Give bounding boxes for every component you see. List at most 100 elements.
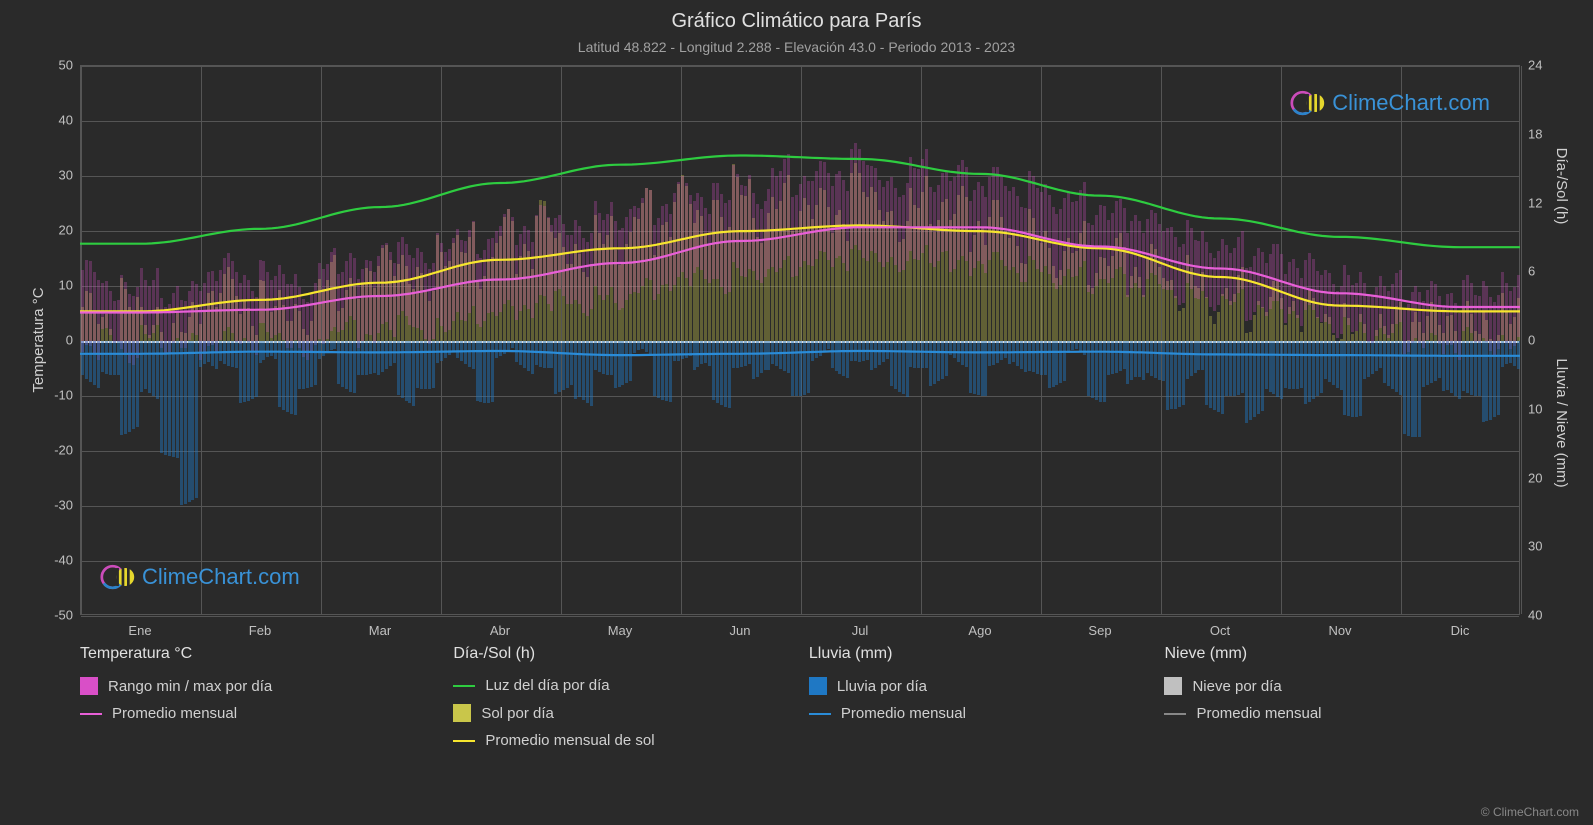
daily-temp-range-bar	[764, 201, 767, 277]
daily-temp-range-bar	[1000, 177, 1003, 259]
daily-temp-range-bar	[1213, 258, 1216, 310]
daily-rain-bar	[1032, 341, 1035, 372]
daily-temp-range-bar	[1044, 184, 1047, 266]
daily-temp-range-bar	[1478, 296, 1481, 343]
daily-temp-range-bar	[1269, 254, 1272, 309]
x-tick-month: Feb	[249, 623, 271, 638]
daily-rain-bar	[476, 341, 479, 401]
daily-rain-bar	[215, 341, 218, 369]
daily-rain-bar	[779, 341, 782, 369]
daily-rain-bar	[172, 341, 175, 457]
daily-rain-bar	[866, 341, 869, 360]
daily-temp-range-bar	[1450, 293, 1453, 345]
daily-temp-range-bar	[436, 233, 439, 318]
daily-sun-bar	[1257, 301, 1260, 341]
gridline-horizontal	[81, 66, 1519, 67]
daily-temp-range-bar	[685, 183, 688, 277]
daily-rain-bar	[176, 341, 179, 458]
legend-item: Promedio mensual	[809, 705, 1165, 722]
daily-rain-bar	[294, 341, 297, 415]
daily-rain-bar	[1328, 341, 1331, 382]
daily-rain-bar	[270, 341, 273, 356]
daily-rain-bar	[1000, 341, 1003, 360]
daily-temp-range-bar	[499, 226, 502, 313]
daily-temp-range-bar	[578, 226, 581, 304]
daily-sun-bar	[1126, 295, 1129, 341]
daily-temp-range-bar	[408, 255, 411, 325]
daily-rain-bar	[1359, 341, 1362, 416]
daily-temp-range-bar	[771, 168, 774, 266]
daily-rain-bar	[1450, 341, 1453, 393]
legend-item: Promedio mensual	[1164, 705, 1520, 722]
daily-rain-bar	[1517, 341, 1520, 369]
daily-temp-range-bar	[1134, 215, 1137, 284]
daily-temp-range-bar	[464, 241, 467, 321]
legend-item-label: Promedio mensual	[112, 705, 237, 722]
daily-temp-range-bar	[661, 206, 664, 285]
daily-temp-range-bar	[262, 261, 265, 324]
legend-group: Lluvia (mm)Lluvia por díaPromedio mensua…	[809, 645, 1165, 759]
daily-temp-range-bar	[1276, 244, 1279, 301]
daily-rain-bar	[1209, 341, 1212, 408]
daily-temp-range-bar	[882, 187, 885, 267]
daily-rain-bar	[1024, 341, 1027, 372]
daily-temp-range-bar	[582, 238, 585, 313]
daily-rain-bar	[902, 341, 905, 394]
watermark-bottom: ClimeChart.com	[100, 559, 300, 595]
daily-rain-bar	[1190, 341, 1193, 376]
daily-temp-range-bar	[479, 258, 482, 327]
daily-rain-bar	[1485, 341, 1488, 421]
x-tick-month: Ene	[128, 623, 151, 638]
daily-rain-bar	[456, 341, 459, 358]
daily-rain-bar	[945, 341, 948, 376]
x-tick-month: Jul	[852, 623, 869, 638]
daily-sun-bar	[1217, 312, 1220, 341]
daily-rain-bar	[661, 341, 664, 400]
daily-rain-bar	[353, 341, 356, 393]
daily-temp-range-bar	[752, 193, 755, 271]
daily-temp-range-bar	[219, 270, 222, 340]
legend-swatch-box	[453, 704, 471, 722]
daily-rain-bar	[397, 341, 400, 395]
daily-temp-range-bar	[1182, 244, 1185, 303]
daily-temp-range-bar	[1205, 242, 1208, 298]
daily-rain-bar	[1197, 341, 1200, 370]
daily-rain-bar	[243, 341, 246, 402]
daily-rain-bar	[1119, 341, 1122, 371]
daily-temp-range-bar	[1150, 210, 1153, 273]
daily-rain-bar	[479, 341, 482, 402]
daily-rain-bar	[1501, 341, 1504, 367]
daily-rain-bar	[113, 341, 116, 375]
daily-rain-bar	[330, 341, 333, 350]
daily-rain-bar	[827, 341, 830, 349]
daily-rain-bar	[1288, 341, 1291, 389]
daily-temp-range-bar	[1288, 262, 1291, 313]
daily-temp-range-bar	[428, 269, 431, 343]
daily-rain-bar	[1355, 341, 1358, 417]
legend-swatch-line	[80, 713, 102, 715]
daily-rain-bar	[728, 341, 731, 408]
daily-temp-range-bar	[483, 250, 486, 321]
daily-rain-bar	[1363, 341, 1366, 379]
daily-rain-bar	[1442, 341, 1445, 391]
legend-item-label: Promedio mensual	[841, 705, 966, 722]
daily-rain-bar	[890, 341, 893, 386]
daily-rain-bar	[1008, 341, 1011, 364]
daily-temp-range-bar	[1028, 171, 1031, 256]
daily-temp-range-bar	[1126, 233, 1129, 297]
daily-rain-bar	[1474, 341, 1477, 396]
daily-temp-range-bar	[779, 171, 782, 269]
daily-temp-range-bar	[815, 171, 818, 259]
daily-rain-bar	[653, 341, 656, 396]
daily-temp-range-bar	[318, 263, 321, 339]
daily-temp-range-bar	[1485, 286, 1488, 342]
daily-rain-bar	[109, 341, 112, 375]
daily-temp-range-bar	[381, 245, 384, 324]
legend-swatch-line	[453, 685, 475, 687]
daily-temp-range-bar	[476, 254, 479, 324]
daily-sun-bar	[1261, 307, 1264, 341]
daily-rain-bar	[373, 341, 376, 373]
daily-rain-bar	[1379, 341, 1382, 368]
daily-temp-range-bar	[1395, 273, 1398, 324]
daily-rain-bar	[917, 341, 920, 368]
